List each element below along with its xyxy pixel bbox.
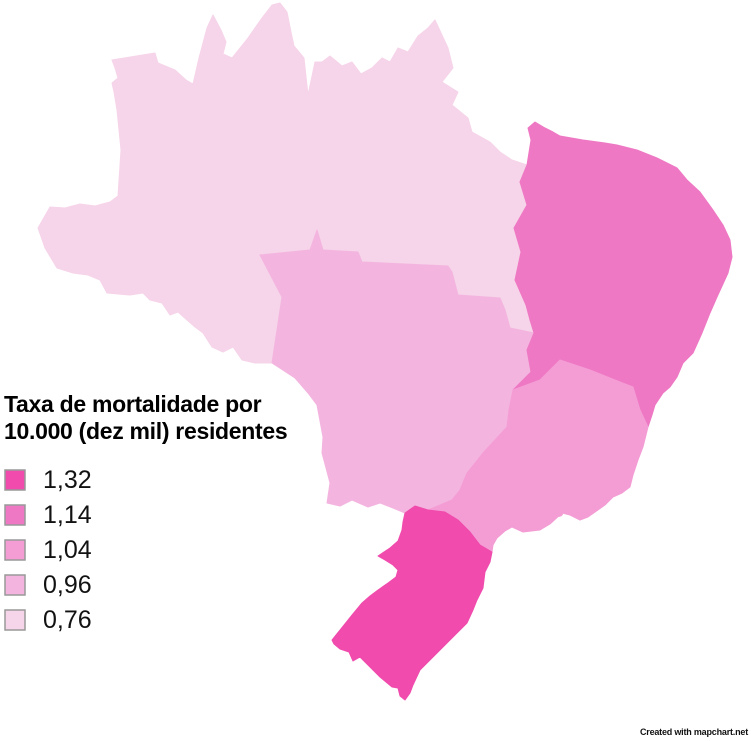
legend-label: 0,76 xyxy=(43,606,92,634)
region-nordeste[interactable] xyxy=(512,121,733,428)
legend-swatch-1-14 xyxy=(4,504,26,526)
legend-swatch-0-76 xyxy=(4,609,26,631)
legend-row: 0,76 xyxy=(4,606,92,634)
legend-title-line2: 10.000 (dez mil) residentes xyxy=(4,418,288,444)
legend-label: 1,14 xyxy=(43,501,92,529)
legend-title-line1: Taxa de mortalidade por xyxy=(4,391,262,417)
legend-label: 0,96 xyxy=(43,571,92,599)
sudeste-island xyxy=(542,519,550,525)
region-sul[interactable] xyxy=(331,505,493,701)
legend-row: 0,96 xyxy=(4,571,92,599)
legend: Taxa de mortalidade por 10.000 (dez mil)… xyxy=(4,391,334,633)
legend-label: 1,04 xyxy=(43,536,92,564)
legend-row: 1,04 xyxy=(4,536,92,564)
legend-swatch-0-96 xyxy=(4,574,26,596)
legend-swatch-1-32 xyxy=(4,469,26,491)
legend-row: 1,14 xyxy=(4,501,92,529)
attribution-text: Created with mapchart.net xyxy=(639,727,748,737)
legend-row: 1,32 xyxy=(4,466,92,494)
legend-items: 1,32 1,14 1,04 0,96 xyxy=(4,466,92,644)
legend-swatch-1-04 xyxy=(4,539,26,561)
legend-label: 1,32 xyxy=(43,466,92,494)
sudeste-island xyxy=(553,511,563,517)
region-sudeste[interactable] xyxy=(427,359,649,553)
legend-title: Taxa de mortalidade por 10.000 (dez mil)… xyxy=(4,391,334,445)
